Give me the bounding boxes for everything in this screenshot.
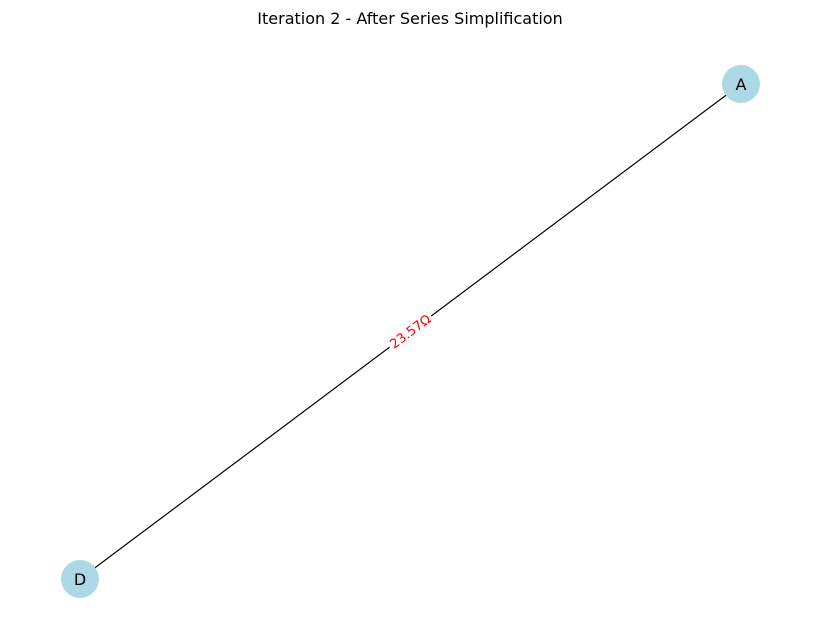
edge-label-group: 23.57Ω (383, 308, 437, 354)
node-a: A (722, 65, 760, 103)
node-d-label: D (74, 570, 86, 589)
node-d-circle (61, 560, 99, 598)
node-d: D (61, 560, 99, 598)
node-a-label: A (736, 75, 747, 94)
node-a-circle (722, 65, 760, 103)
edge-label-background (383, 308, 437, 354)
diagram-title: Iteration 2 - After Series Simplificatio… (257, 9, 562, 28)
